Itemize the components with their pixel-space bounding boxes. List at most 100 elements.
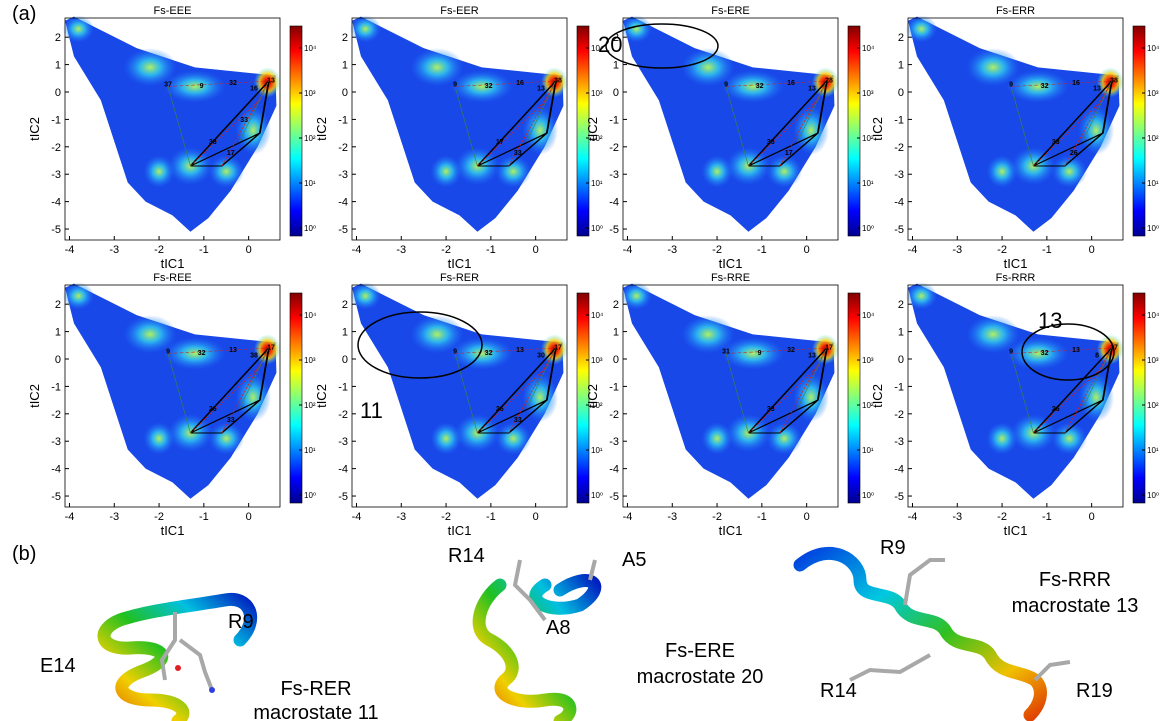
state-label: 33 (1052, 139, 1060, 146)
state-label: 32 (485, 83, 493, 90)
y-tick-label: -3 (338, 169, 348, 181)
structure-name: Fs-RRR (1039, 569, 1111, 591)
y-tick-label: -1 (51, 114, 61, 126)
plot-title: Fs-REE (153, 272, 192, 284)
colorbar-label: 10⁰ (1147, 224, 1159, 233)
x-tick-label: 0 (533, 244, 539, 256)
state-label: 17 (227, 150, 235, 157)
x-tick-label: -2 (441, 511, 451, 523)
y-tick-label: 2 (342, 32, 348, 44)
ribbon (793, 546, 1047, 721)
y-tick-label: -2 (894, 409, 904, 421)
y-tick-label: -3 (894, 169, 904, 181)
state-label: 16 (1072, 80, 1080, 87)
side-chain (159, 612, 214, 691)
state-label: 9 (1009, 349, 1013, 356)
y-tick-label: -3 (894, 436, 904, 448)
panel-label: (a) (12, 3, 36, 25)
colorbar-label: 10⁴ (304, 311, 317, 320)
y-tick-label: -1 (338, 114, 348, 126)
state-label: 33 (240, 117, 248, 124)
state-label: 33 (227, 417, 235, 424)
colorbar-label: 10² (591, 134, 603, 143)
state-label: 17 (496, 139, 504, 146)
plot-title: Fs-RER (440, 272, 479, 284)
plot-title: Fs-EER (440, 5, 479, 17)
y-tick-label: 0 (898, 354, 904, 366)
state-label: 38 (1110, 77, 1118, 84)
colorbar-label: 10¹ (304, 179, 316, 188)
state-label: 33 (767, 139, 775, 146)
state-label: 9 (200, 83, 204, 90)
structure: E14 R9 Fs-RER macrostate 11 (40, 592, 379, 721)
x-tick-label: -1 (1042, 511, 1052, 523)
residue-label: R19 (1076, 680, 1113, 702)
colorbar (1132, 292, 1146, 504)
y-tick-label: -4 (894, 464, 904, 476)
x-tick-label: 0 (533, 511, 539, 523)
x-axis-label: tIC1 (719, 256, 743, 271)
x-tick-label: 0 (804, 511, 810, 523)
state-label: 33 (514, 150, 522, 157)
state-label: 31 (722, 349, 730, 356)
colorbar-label: 10³ (1147, 89, 1159, 98)
colorbar-label: 10⁰ (1147, 491, 1159, 500)
x-tick-label: -2 (441, 244, 451, 256)
callout-ring (1021, 323, 1115, 381)
x-tick-label: -4 (352, 244, 362, 256)
state-label: 32 (1041, 350, 1049, 357)
y-tick-label: -1 (51, 381, 61, 393)
colorbar-label: 10⁰ (304, 224, 316, 233)
state-label: 16 (250, 86, 258, 93)
state-label: 9 (758, 350, 762, 357)
colorbar-label: 10³ (591, 356, 603, 365)
state-label: 13 (267, 77, 275, 84)
plot-frame (351, 284, 568, 508)
y-tick-label: -2 (609, 409, 619, 421)
ribbon (97, 592, 258, 721)
state-label: 32 (787, 347, 795, 354)
colorbar (847, 25, 861, 237)
colorbar-label: 10² (1147, 401, 1159, 410)
colorbar-label: 10² (862, 401, 874, 410)
residue-label: A8 (546, 617, 570, 639)
y-tick-label: -1 (609, 114, 619, 126)
x-tick-label: 0 (1089, 511, 1095, 523)
x-tick-label: -4 (623, 244, 633, 256)
x-tick-label: 0 (246, 244, 252, 256)
y-tick-label: -5 (894, 491, 904, 503)
y-tick-label: -1 (609, 381, 619, 393)
x-tick-label: -4 (908, 244, 918, 256)
state-label: 33 (767, 406, 775, 413)
y-tick-label: -3 (51, 436, 61, 448)
colorbar-label: 10² (1147, 134, 1159, 143)
y-tick-label: -2 (51, 409, 61, 421)
x-tick-label: -2 (154, 511, 164, 523)
state-label: 13 (229, 347, 237, 354)
x-axis-label: tIC1 (448, 256, 472, 271)
panel-label: (b) (12, 543, 36, 565)
plot-frame (351, 17, 568, 241)
y-axis-label: tIC2 (314, 384, 329, 408)
colorbar-label: 10³ (304, 89, 316, 98)
y-tick-label: 2 (342, 299, 348, 311)
colorbar-label: 10⁴ (862, 44, 875, 53)
y-tick-label: 0 (55, 354, 61, 366)
y-tick-label: -1 (894, 381, 904, 393)
y-tick-label: 2 (898, 299, 904, 311)
y-tick-label: -5 (51, 491, 61, 503)
y-tick-label: -4 (338, 197, 348, 209)
y-tick-label: -4 (894, 197, 904, 209)
x-tick-label: -2 (997, 244, 1007, 256)
colorbar-label: 10⁰ (591, 224, 603, 233)
y-tick-label: 2 (55, 32, 61, 44)
atom (175, 665, 181, 671)
heatmap-panel: 31 9 32 13 17 33 Fs-RRE -4 -3 -2 -1 0 2 1 0 -1 -2 -3 -4 -5 t… (585, 272, 875, 538)
x-tick-label: 0 (246, 511, 252, 523)
heatmap-panel: 37 9 32 16 13 38 17 33 Fs-EEE -4 -3 -2 -1 0 2 1 0 -1 -2 -3 -… (27, 5, 317, 271)
y-tick-label: 0 (342, 354, 348, 366)
